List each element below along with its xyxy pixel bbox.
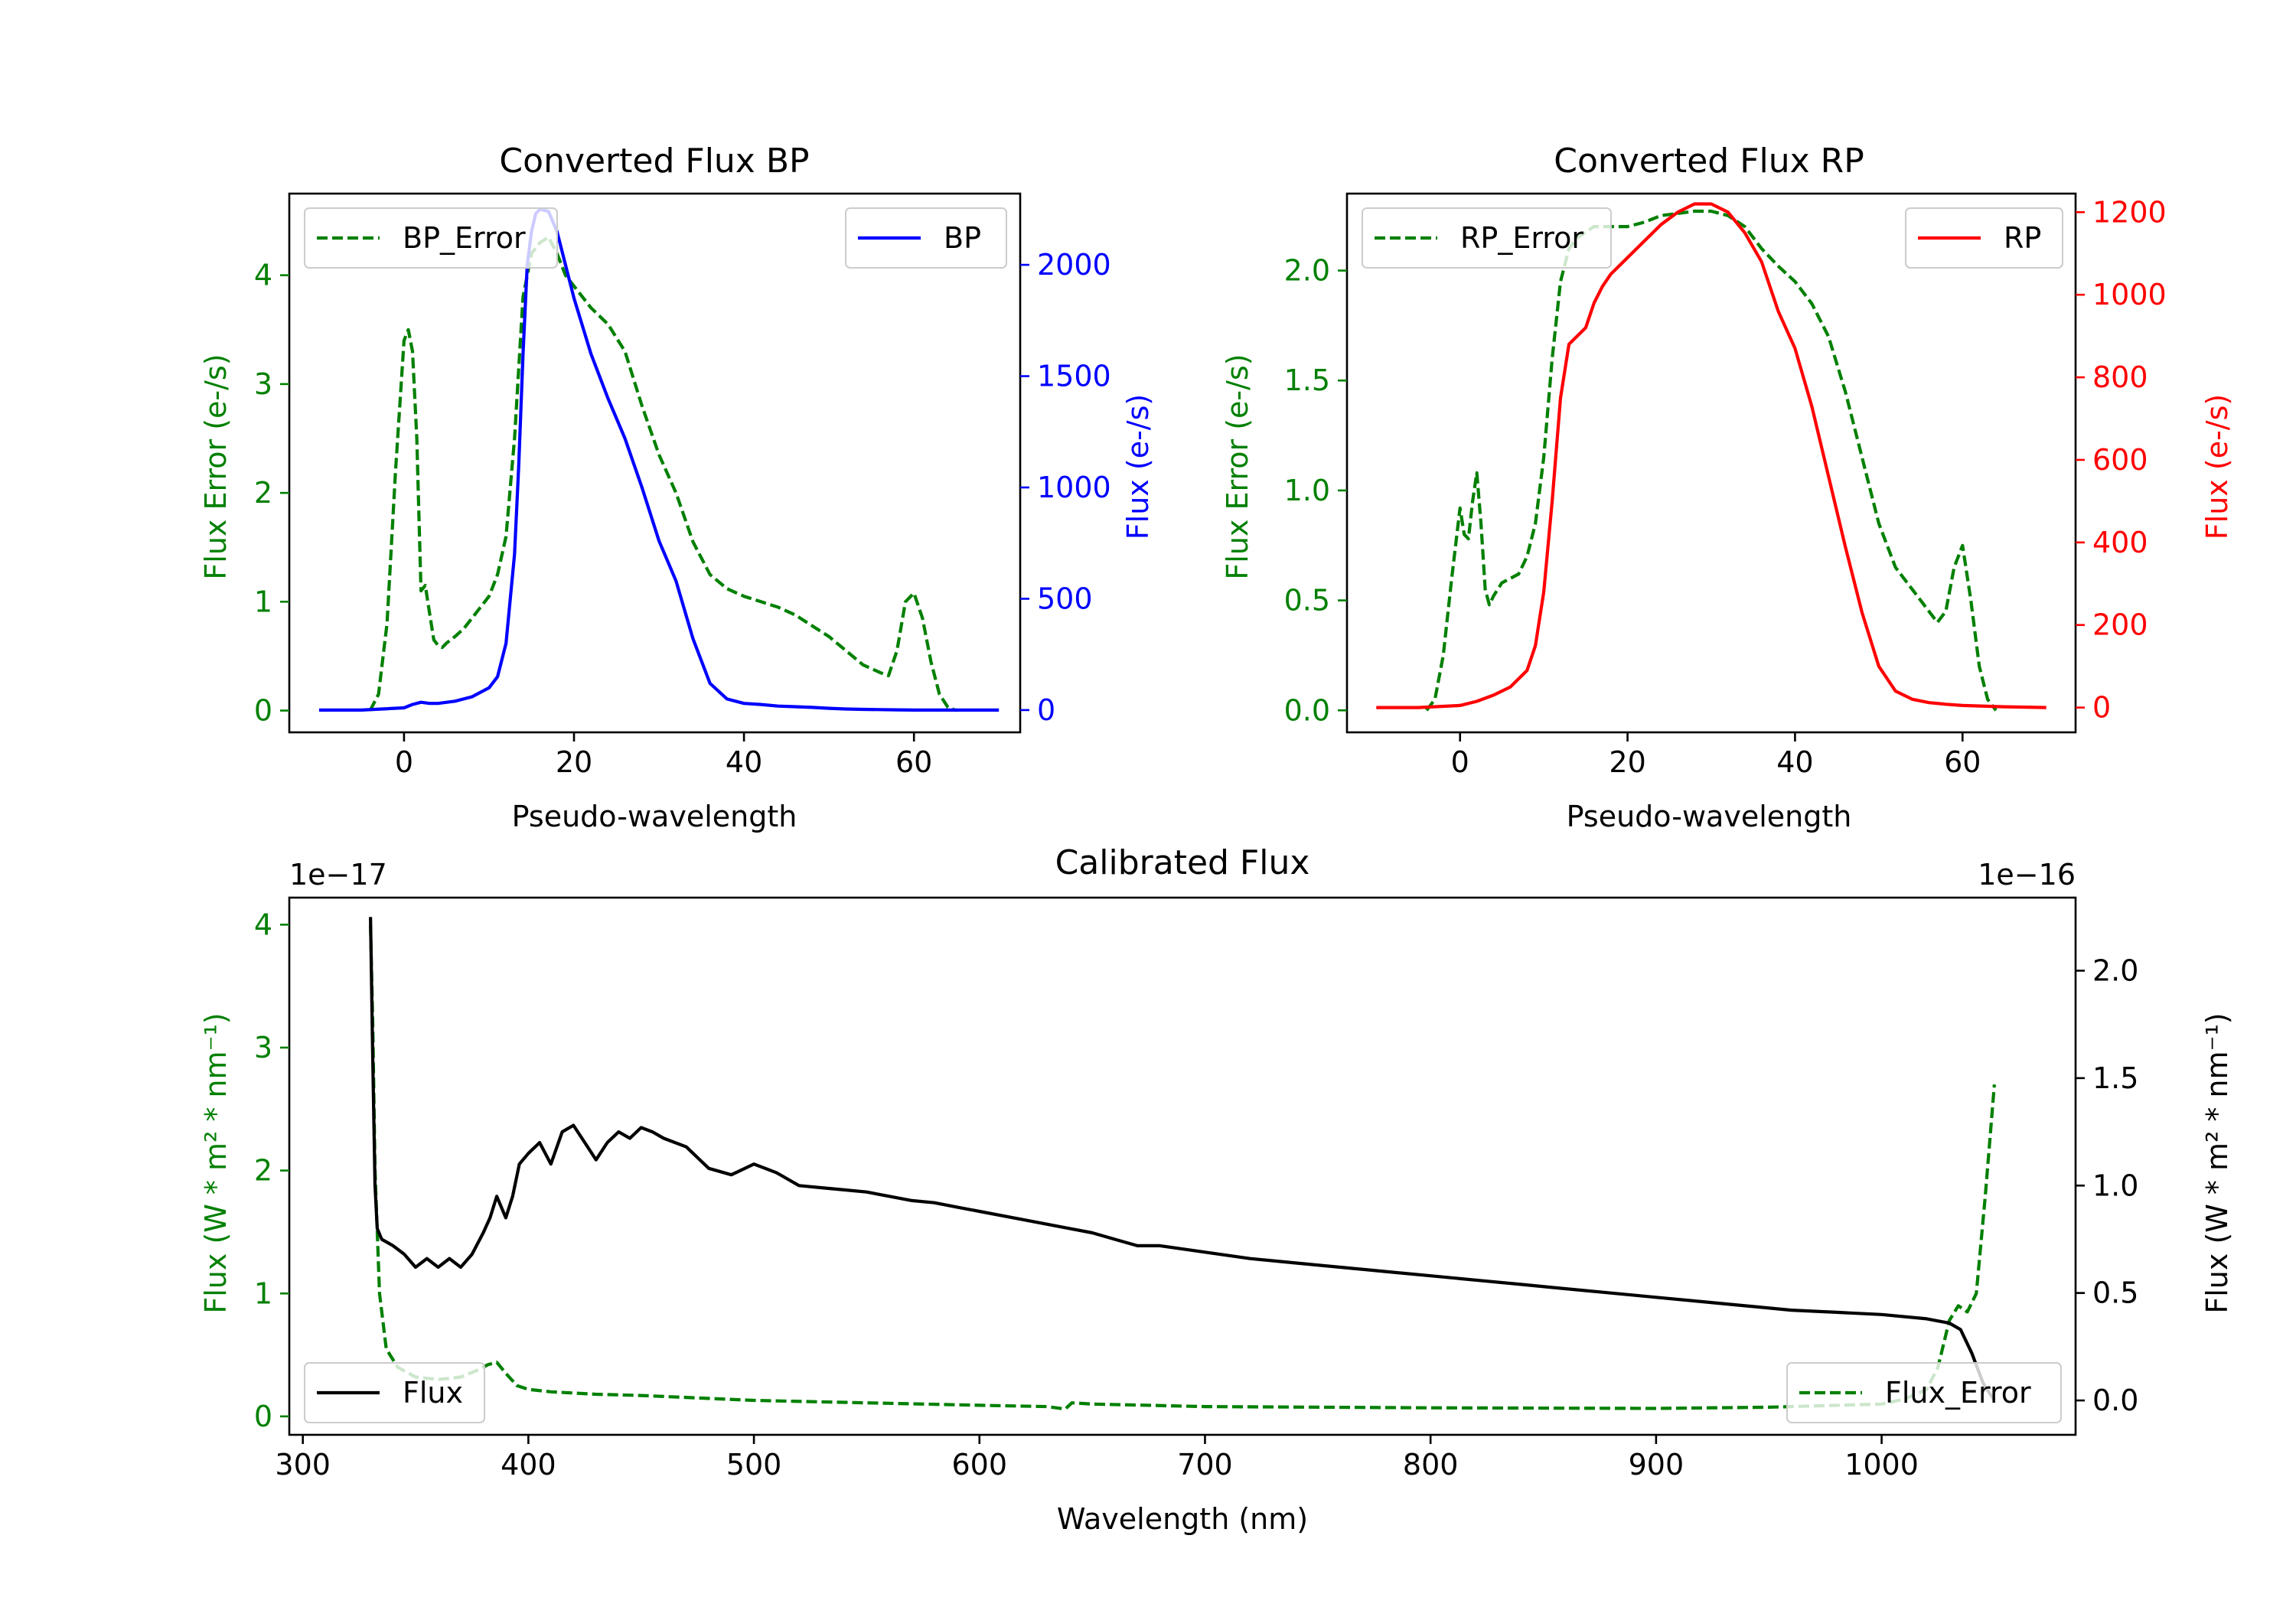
y-offset-label-left: 1e−17: [289, 858, 387, 892]
legend-label: BP: [944, 221, 981, 255]
y-tick-label-right: 0: [1037, 693, 1055, 727]
x-tick-label: 700: [1177, 1448, 1233, 1482]
legend-label: BP_Error: [403, 221, 526, 255]
y-tick-label-right: 500: [1037, 582, 1093, 615]
series-line-bp-error: [368, 235, 957, 712]
panel-converted-flux-bp: Converted Flux BP Pseudo-wavelength Flux…: [199, 142, 1155, 833]
x-axis-label: Wavelength (nm): [1057, 1502, 1308, 1536]
x-tick-label: 1000: [1844, 1448, 1919, 1482]
y-offset-label-right: 1e−16: [1978, 858, 2076, 892]
y-tick-label-left: 2: [254, 1154, 272, 1188]
y-tick-label-right: 200: [2092, 608, 2148, 642]
x-tick-label: 60: [895, 745, 932, 779]
y-tick-label-left: 2.0: [1284, 254, 1330, 288]
y-tick-label-left: 4: [254, 908, 272, 941]
y-tick-label-right: 2000: [1037, 248, 1111, 282]
y-tick-label-left: 0.5: [1284, 584, 1330, 618]
legend-right: RP: [1905, 207, 2063, 269]
x-tick-label: 20: [556, 745, 592, 779]
y-tick-label-right: 1000: [1037, 471, 1111, 504]
chart-title: Calibrated Flux: [1055, 843, 1310, 882]
series-line-bp: [318, 207, 1000, 712]
x-tick-label: 400: [501, 1448, 556, 1482]
y-tick-label-left: 1.0: [1284, 474, 1330, 507]
y-tick-label-right: 0.5: [2092, 1276, 2138, 1310]
legend-right: Flux_Error: [1786, 1362, 2062, 1423]
y-tick-label-left: 1.5: [1284, 363, 1330, 397]
y-axis-label-left: Flux Error (e-/s): [1221, 354, 1254, 579]
x-axis-label: Pseudo-wavelength: [512, 800, 797, 833]
y-tick-label-left: 4: [254, 259, 272, 292]
legend-right: BP: [845, 207, 1007, 269]
chart-title: Converted Flux RP: [1554, 142, 1864, 181]
legend-box: [1362, 207, 1612, 269]
x-tick-label: 300: [275, 1448, 331, 1482]
series-line-flux: [369, 917, 1996, 1402]
plot-frame: [288, 192, 1022, 734]
y-tick-label-left: 3: [254, 367, 272, 401]
x-tick-label: 40: [726, 745, 762, 779]
panel-converted-flux-rp: Converted Flux RP Pseudo-wavelength Flux…: [1221, 142, 2234, 833]
series-line-rp: [1376, 202, 2047, 709]
y-tick-label-left: 2: [254, 476, 272, 510]
plot-frame: [1345, 192, 2077, 734]
y-axis-label-right: Flux (W * m² * nm⁻¹): [2200, 1012, 2234, 1313]
y-tick-label-right: 400: [2092, 526, 2148, 559]
legend-label: RP_Error: [1460, 221, 1583, 255]
plot-frame: [288, 896, 2077, 1436]
panel-calibrated-flux: Calibrated Flux Wavelength (nm) Flux (W …: [199, 843, 2234, 1536]
y-tick-label-left: 0.0: [1284, 693, 1330, 727]
y-axis-label-right: Flux (e-/s): [2200, 394, 2234, 539]
legend-label: Flux: [403, 1376, 463, 1410]
y-tick-label-right: 600: [2092, 443, 2148, 477]
y-tick-label-left: 3: [254, 1031, 272, 1064]
y-tick-label-right: 1.5: [2092, 1061, 2138, 1095]
legend-label: Flux_Error: [1885, 1376, 2031, 1410]
legend-box: [845, 207, 1007, 269]
y-tick-label-left: 0: [254, 1400, 272, 1433]
y-axis-label-left: Flux (W * m² * nm⁻¹): [199, 1012, 233, 1313]
legend-box: [1786, 1362, 2062, 1423]
x-tick-label: 60: [1944, 745, 1981, 779]
x-tick-label: 900: [1629, 1448, 1684, 1482]
x-tick-label: 20: [1609, 745, 1645, 779]
x-tick-label: 0: [395, 745, 413, 779]
y-axis-label-right: Flux (e-/s): [1121, 394, 1155, 539]
x-tick-label: 600: [952, 1448, 1008, 1482]
legend-left: RP_Error: [1362, 207, 1612, 269]
y-tick-label-right: 0: [2092, 691, 2111, 725]
y-tick-label-right: 1200: [2092, 195, 2167, 229]
chart-title: Converted Flux BP: [499, 142, 809, 181]
y-axis-label-left: Flux Error (e-/s): [199, 354, 233, 579]
x-tick-label: 500: [726, 1448, 782, 1482]
y-tick-label-left: 1: [254, 1276, 272, 1310]
y-tick-label-right: 1.0: [2092, 1169, 2138, 1202]
y-tick-label-right: 1500: [1037, 360, 1111, 393]
legend-left: BP_Error: [304, 207, 558, 269]
y-tick-label-right: 0.0: [2092, 1384, 2138, 1417]
x-axis-label: Pseudo-wavelength: [1567, 800, 1852, 833]
x-tick-label: 800: [1403, 1448, 1459, 1482]
legend-label: RP: [2004, 221, 2041, 255]
y-tick-label-left: 0: [254, 694, 272, 728]
legend-left: Flux: [304, 1362, 485, 1423]
series-line-rp-error: [1425, 209, 1998, 712]
x-tick-label: 0: [1451, 745, 1469, 779]
legend-box: [304, 207, 558, 269]
y-tick-label-right: 2.0: [2092, 953, 2138, 987]
legend-box: [304, 1362, 485, 1423]
y-tick-label-right: 1000: [2092, 278, 2167, 311]
y-tick-label-right: 800: [2092, 360, 2148, 394]
legend-box: [1905, 207, 2063, 269]
x-tick-label: 40: [1776, 745, 1813, 779]
y-tick-label-left: 1: [254, 585, 272, 618]
